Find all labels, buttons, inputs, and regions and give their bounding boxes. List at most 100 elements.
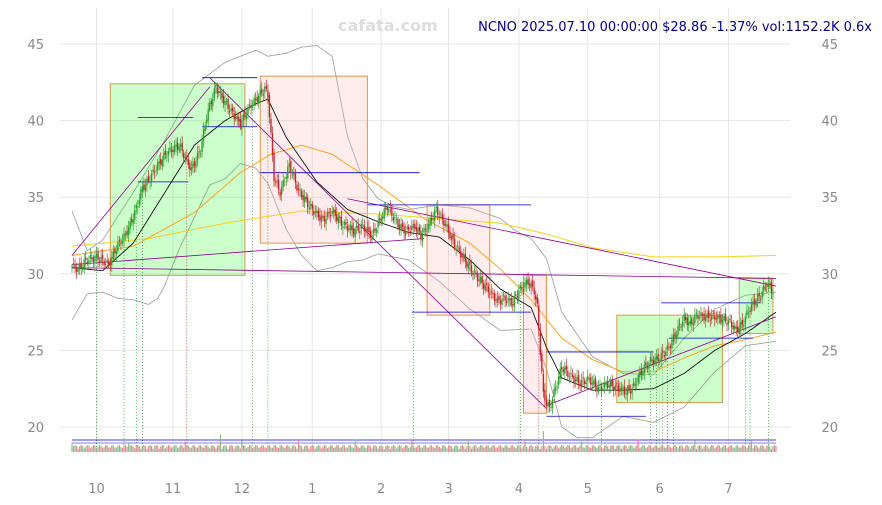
candle-body — [212, 99, 214, 107]
volume-bar — [659, 447, 661, 452]
candle-body — [285, 176, 287, 179]
y-axis-right: 20 25 30 35 40 45 — [821, 38, 838, 436]
candle-body — [548, 399, 551, 407]
candle-body — [470, 265, 473, 273]
candle-body — [98, 261, 101, 263]
candle-body — [490, 290, 493, 293]
candle-body — [666, 345, 669, 351]
candle-body — [216, 87, 219, 94]
volume-bar — [320, 448, 323, 452]
candle-body — [669, 346, 672, 348]
candle-body — [567, 370, 569, 377]
candle-body — [273, 153, 275, 182]
volume-bar — [343, 445, 346, 452]
candle-body — [505, 301, 508, 304]
volume-bar — [235, 446, 237, 452]
volume-bar — [196, 447, 199, 452]
volume-bar — [380, 445, 382, 452]
volume-bar — [423, 445, 425, 452]
volume-bar — [189, 447, 191, 452]
candle-body — [475, 272, 477, 275]
candle-body — [158, 161, 160, 164]
candle-body — [668, 347, 670, 349]
y-tick-label: 35 — [27, 191, 44, 206]
candle-body — [323, 216, 326, 222]
candle-body — [453, 238, 456, 248]
volume-bar — [706, 445, 708, 452]
candle-body — [619, 389, 621, 392]
candle-body — [169, 147, 171, 150]
candle-body — [138, 200, 141, 205]
volume-bar — [669, 447, 671, 452]
candle-body — [120, 242, 122, 245]
volume-bar — [366, 445, 368, 452]
candle-body — [302, 194, 304, 201]
volume-bar — [656, 445, 658, 452]
y-tick-label: 20 — [27, 421, 44, 436]
candle-body — [498, 295, 500, 301]
candle-body — [207, 109, 209, 121]
volume-bar — [720, 448, 722, 452]
volume-bar — [591, 445, 593, 452]
volume-bar — [731, 445, 733, 452]
volume-bar — [454, 445, 456, 452]
volume-bar — [691, 446, 693, 452]
candle-body — [423, 227, 425, 233]
candle-body — [71, 266, 73, 268]
volume-bar — [449, 445, 451, 452]
volume-bar — [261, 445, 263, 452]
candle-body — [585, 382, 587, 385]
volume-bar — [406, 445, 408, 452]
trend-line — [71, 238, 425, 266]
candle-body — [733, 325, 736, 330]
candle-body — [683, 314, 685, 321]
volume-bar — [128, 442, 130, 452]
volume-bar — [649, 445, 652, 452]
candle-body — [83, 259, 85, 268]
volume-bar — [394, 445, 396, 452]
candle-body — [519, 285, 522, 289]
candle-body — [553, 388, 555, 397]
candle-body — [195, 161, 197, 168]
volume-bar — [524, 439, 526, 452]
candle-body — [343, 221, 346, 225]
candle-body — [115, 251, 118, 255]
volume-bar — [470, 448, 473, 452]
volume-bar — [314, 448, 316, 452]
candle-body — [512, 304, 514, 306]
volume-bar — [157, 445, 159, 452]
volume-bar — [377, 448, 379, 452]
candle-body — [149, 181, 151, 184]
volume-bar — [515, 448, 517, 452]
volume-bar — [734, 447, 736, 452]
volume-bar — [134, 448, 136, 452]
volume-bar — [126, 446, 128, 452]
volume-bar — [143, 445, 145, 452]
candle-body — [183, 153, 185, 159]
candle-body — [554, 387, 557, 391]
candle-body — [287, 166, 289, 179]
candle-body — [296, 184, 298, 191]
volume-bar — [405, 445, 407, 452]
candle-body — [277, 179, 280, 190]
volume-bar — [747, 445, 750, 452]
candle-body — [759, 298, 762, 300]
volume-bar — [356, 445, 358, 452]
volume-bar — [571, 447, 574, 452]
volume-bar — [605, 445, 607, 452]
candle-body — [192, 163, 194, 169]
y-tick-label: 45 — [27, 38, 44, 53]
volume-bar — [346, 447, 349, 452]
volume-bar — [573, 445, 575, 452]
candle-body — [164, 151, 167, 155]
volume-bar — [438, 446, 440, 452]
volume-bar — [256, 445, 258, 452]
candle-body — [747, 312, 750, 314]
volume-bar — [244, 445, 246, 452]
y-tick-label: 45 — [821, 38, 838, 53]
candle-body — [92, 257, 95, 262]
volume-bar — [697, 446, 699, 452]
volume-bar — [190, 447, 192, 452]
candle-body — [691, 318, 693, 324]
